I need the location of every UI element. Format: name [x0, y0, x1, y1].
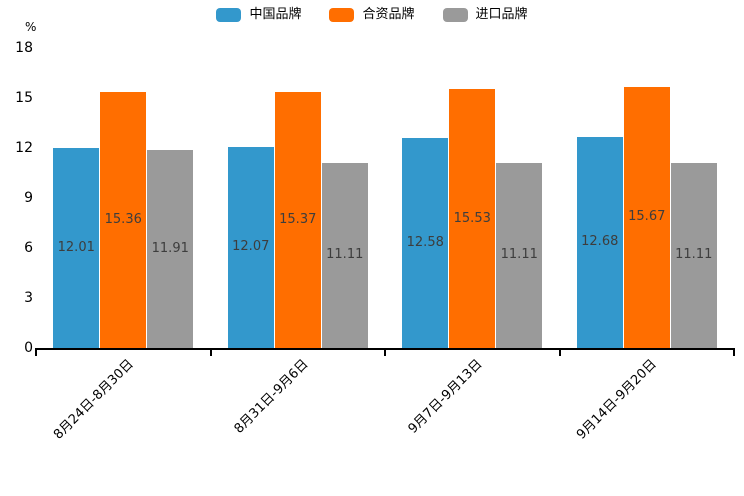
bar-group: 12.07 15.37 11.11: [227, 0, 368, 348]
bar-value-label: 12.01: [57, 239, 95, 255]
bar-value-label: 11.11: [675, 247, 713, 263]
legend-item-series-2[interactable]: 进口品牌: [442, 7, 528, 22]
bar-value-label: 11.11: [500, 247, 538, 263]
y-axis-tick-label: 12: [15, 140, 33, 156]
bar[interactable]: 11.91: [147, 149, 194, 348]
bar-group: 12.68 15.67 11.11: [576, 0, 717, 348]
bar[interactable]: 12.07: [227, 146, 274, 348]
x-axis-label: 9月14日-9月20日: [574, 356, 661, 443]
bar[interactable]: 15.37: [274, 91, 321, 348]
bar-value-label: 11.91: [151, 240, 189, 256]
bar-value-label: 15.37: [279, 211, 317, 227]
x-axis-tick: [558, 348, 561, 356]
bar-group: 12.01 15.36 11.91: [53, 0, 194, 348]
y-axis-tick-label: 0: [24, 340, 33, 356]
legend-swatch-icon: [442, 8, 468, 22]
bar[interactable]: 15.67: [623, 86, 670, 348]
y-axis-tick-label: 9: [24, 190, 33, 206]
bar-value-label: 15.53: [453, 210, 491, 226]
x-axis-label: 8月24日-8月30日: [50, 356, 137, 443]
legend-item-series-1[interactable]: 合资品牌: [329, 7, 415, 22]
bar[interactable]: 12.01: [53, 147, 100, 348]
bar-value-label: 12.58: [406, 235, 444, 251]
y-axis-tick-label: 3: [24, 290, 33, 306]
bar-value-label: 11.11: [326, 247, 364, 263]
bar[interactable]: 11.11: [496, 162, 543, 348]
bar-group: 12.58 15.53 11.11: [402, 0, 543, 348]
legend-swatch-icon: [216, 8, 242, 22]
legend-item-label: 合资品牌: [362, 7, 415, 22]
y-axis-tick-label: 6: [24, 240, 33, 256]
legend-item-label: 中国品牌: [249, 7, 302, 22]
bar[interactable]: 15.36: [100, 92, 147, 348]
bar-value-label: 15.36: [104, 212, 142, 227]
bar[interactable]: 11.11: [670, 162, 717, 348]
bar[interactable]: 12.68: [576, 136, 623, 348]
x-axis-tick: [733, 348, 735, 356]
legend-swatch-icon: [329, 8, 355, 22]
bar-value-label: 12.07: [232, 239, 270, 255]
bar[interactable]: 12.58: [402, 138, 449, 348]
legend: 中国品牌 合资品牌 进口品牌: [0, 8, 744, 22]
legend-item-label: 进口品牌: [475, 7, 528, 22]
x-axis-tick: [384, 348, 386, 356]
x-axis-tick: [209, 348, 212, 356]
x-axis-tick: [35, 348, 37, 356]
y-axis-unit-label: %: [25, 20, 37, 34]
bar[interactable]: 11.11: [321, 162, 368, 348]
y-axis-tick-label: 15: [15, 90, 33, 106]
x-axis-label: 9月7日-9月13日: [405, 356, 486, 437]
legend-item-series-0[interactable]: 中国品牌: [216, 8, 301, 22]
y-axis-tick-label: 18: [15, 40, 33, 56]
x-axis-label: 8月31日-9月6日: [231, 356, 312, 437]
bar[interactable]: 15.53: [449, 89, 496, 348]
bar-value-label: 15.67: [628, 209, 666, 225]
bar-value-label: 12.68: [581, 234, 619, 250]
